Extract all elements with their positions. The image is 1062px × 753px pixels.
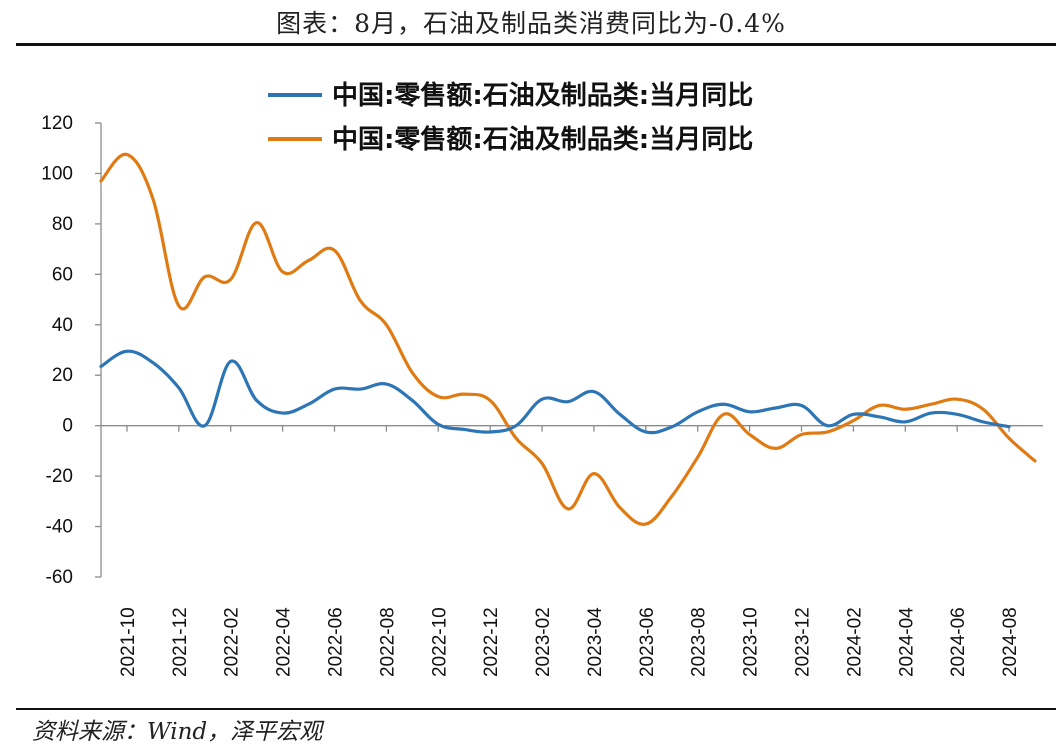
chart-axes (95, 122, 1043, 578)
x-tick-label: 2022-12 (481, 607, 502, 677)
x-tick-label: 2021-10 (118, 607, 139, 677)
top-rule (16, 43, 1056, 46)
source-note: 资料来源：Wind，泽平宏观 (32, 719, 323, 745)
y-tick-label: 20 (52, 365, 73, 386)
y-tick-label: 40 (52, 315, 73, 336)
x-tick-label: 2021-12 (170, 607, 191, 677)
y-axis-labels: -60 -40 -20 0 20 40 60 80 100 120 (41, 113, 73, 588)
x-tick-label: 2023-12 (793, 607, 814, 677)
x-axis-labels: 2021-10 2021-12 2022-02 2022-04 2022-06 2022-… (118, 607, 1021, 677)
legend-label-2: 中国:零售额:石油及制品类:当月同比 (332, 124, 753, 155)
x-tick-label: 2022-10 (429, 607, 450, 677)
x-tick-label: 2023-06 (637, 607, 658, 677)
y-tick-label: -20 (46, 466, 73, 487)
series-lines (99, 152, 1037, 526)
x-tick-label: 2024-08 (1000, 607, 1021, 677)
y-tick-label: 60 (52, 264, 73, 285)
y-tick-label: 120 (41, 113, 73, 134)
x-tick-label: 2023-04 (585, 607, 606, 677)
x-tick-label: 2022-04 (274, 607, 295, 677)
x-tick-label: 2023-08 (689, 607, 710, 677)
chart-title: 图表：8月，石油及制品类消费同比为-0.4% (276, 9, 786, 38)
x-tick-label: 2024-02 (844, 607, 865, 677)
x-tick-label: 2024-04 (896, 607, 917, 677)
x-tick-label: 2024-06 (948, 607, 969, 677)
legend-label-1: 中国:零售额:石油及制品类:当月同比 (332, 80, 753, 111)
x-tick-label: 2022-08 (377, 607, 398, 677)
x-tick-label: 2023-10 (741, 607, 762, 677)
x-tick-label: 2022-06 (326, 607, 347, 677)
y-tick-label: -60 (46, 567, 73, 588)
series-line-2 (99, 152, 1037, 526)
y-tick-label: 100 (41, 163, 73, 184)
x-tick-label: 2023-02 (533, 607, 554, 677)
x-tick-label: 2022-02 (222, 607, 243, 677)
bottom-rule (16, 708, 1056, 710)
y-tick-label: 0 (62, 416, 73, 437)
y-tick-label: 80 (52, 214, 73, 235)
series-line-1 (99, 349, 1011, 435)
y-tick-label: -40 (46, 517, 73, 538)
